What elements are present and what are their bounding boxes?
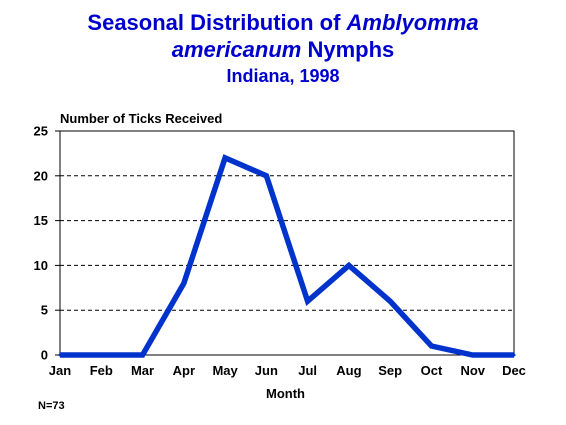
- x-tick-label-apr: Apr: [173, 363, 195, 378]
- x-tick-label-jul: Jul: [298, 363, 317, 378]
- chart-title-line-1: Seasonal Distribution of Amblyomma: [0, 10, 566, 36]
- data-point-apr: [182, 281, 186, 285]
- y-axis-ticks: [55, 130, 60, 356]
- data-point-oct: [429, 344, 433, 348]
- x-tick-labels: Jan Feb Mar Apr May Jun Jul Aug Sep Oct Nov Dec: [49, 363, 526, 378]
- plot-area-frame: [59, 130, 515, 356]
- chart-title-prefix: Seasonal Distribution of: [87, 10, 347, 35]
- data-point-feb: [99, 353, 103, 357]
- y-tick-label-10: 10: [34, 258, 48, 273]
- data-point-dec: [512, 353, 516, 357]
- data-point-sep: [388, 299, 392, 303]
- y-tick-label-15: 15: [34, 213, 48, 228]
- y-tick-labels: 0 5 10 15 20 25: [34, 124, 48, 363]
- sample-size-note: N=73: [38, 400, 65, 412]
- x-tick-label-jan: Jan: [49, 363, 71, 378]
- x-tick-label-aug: Aug: [336, 363, 361, 378]
- data-point-may: [223, 156, 227, 160]
- data-points: [58, 156, 516, 357]
- x-tick-label-jun: Jun: [255, 363, 278, 378]
- x-tick-label-sep: Sep: [378, 363, 402, 378]
- chart-title-suffix: Nymphs: [301, 37, 395, 62]
- chart-title-line-2: americanum Nymphs: [0, 37, 566, 63]
- x-tick-label-mar: Mar: [131, 363, 154, 378]
- data-point-jul: [306, 299, 310, 303]
- y-tick-label-25: 25: [34, 124, 48, 139]
- y-tick-label-5: 5: [41, 303, 48, 318]
- data-point-nov: [471, 353, 475, 357]
- x-tick-label-nov: Nov: [460, 363, 485, 378]
- data-point-mar: [141, 353, 145, 357]
- data-point-jan: [58, 353, 62, 357]
- x-tick-label-may: May: [212, 363, 238, 378]
- x-tick-label-oct: Oct: [421, 363, 443, 378]
- data-point-aug: [347, 263, 351, 267]
- chart-title-genus: Amblyomma: [346, 10, 479, 35]
- chart-title-species: americanum: [171, 37, 302, 62]
- y-tick-label-20: 20: [34, 168, 48, 183]
- x-tick-label-dec: Dec: [502, 363, 526, 378]
- x-tick-label-feb: Feb: [90, 363, 113, 378]
- x-axis-label: Month: [266, 386, 305, 401]
- data-point-jun: [264, 174, 268, 178]
- grid-lines: [60, 175, 514, 311]
- y-axis-label: Number of Ticks Received: [60, 111, 223, 126]
- chart-subtitle: Indiana, 1998: [226, 66, 340, 86]
- y-tick-label-0: 0: [41, 348, 48, 363]
- series-line: [60, 154, 514, 358]
